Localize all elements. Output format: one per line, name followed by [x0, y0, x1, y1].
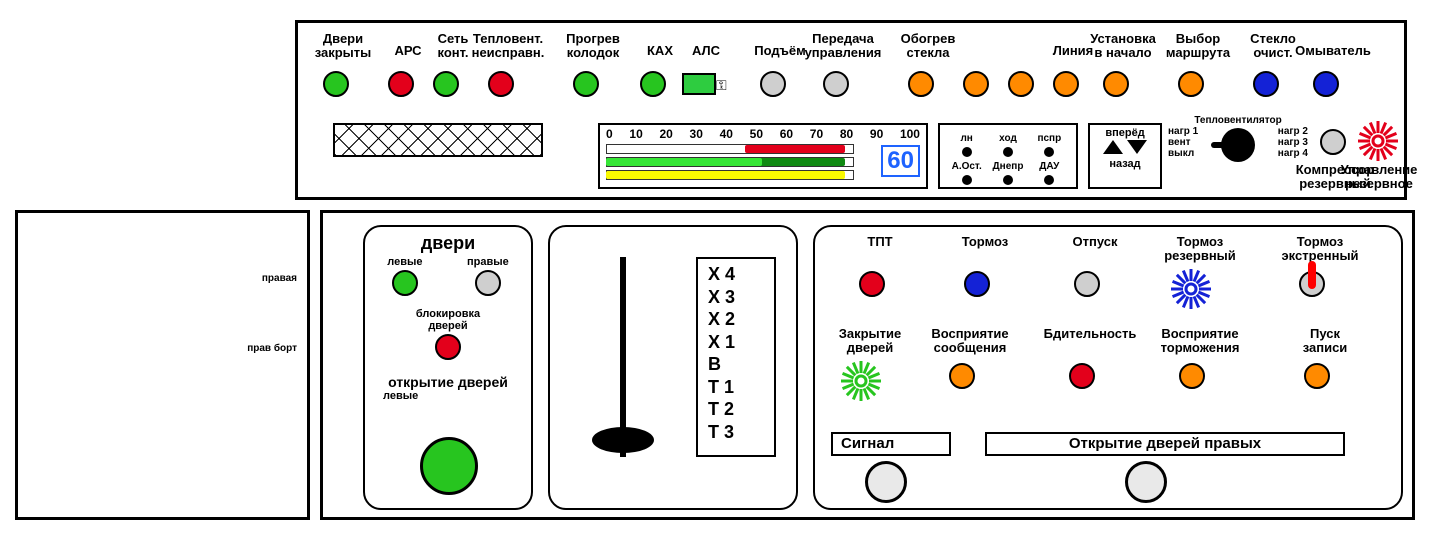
indicator-light[interactable] [1008, 71, 1034, 97]
top-label: Тепловент. неисправн. [468, 32, 548, 59]
doors-left-light[interactable] [392, 270, 418, 296]
brake-button[interactable] [1074, 271, 1100, 297]
vent-grille [333, 123, 543, 157]
indicator-light[interactable] [1253, 71, 1279, 97]
emergency-brake-toggle[interactable] [1308, 261, 1316, 289]
top-panel: Двери закрытыАРССеть конт.Тепловент. неи… [295, 20, 1407, 200]
open-right-doors-box[interactable]: Открытие дверей правых [985, 432, 1345, 456]
signal-label: Сигнал [841, 435, 894, 452]
speed-value: 60 [881, 145, 920, 177]
brake-label: Закрытие дверей [815, 327, 925, 354]
side-right-label: правая [262, 273, 297, 284]
brake-label: Тормоз [930, 235, 1040, 249]
indicator-light[interactable] [1313, 71, 1339, 97]
brake-label: Тормоз экстренный [1265, 235, 1375, 262]
top-label: Омыватель [1293, 44, 1373, 58]
indicator-light[interactable] [908, 71, 934, 97]
speed-meter: 0102030405060708090100 60 [598, 123, 928, 189]
top-label: Передача управления [803, 32, 883, 59]
main-lower-panel: двери левые правые блокировка дверей отк… [320, 210, 1415, 520]
side-board-label: прав борт [247, 343, 297, 354]
indicator-light[interactable] [963, 71, 989, 97]
brake-label: ТПТ [825, 235, 935, 249]
doors-left-label: левые [387, 256, 422, 268]
brake-label: Отпуск [1040, 235, 1150, 249]
indicator-light[interactable] [1053, 71, 1079, 97]
compressor-light[interactable] [1320, 129, 1346, 155]
open-doors-left-button[interactable] [420, 437, 478, 495]
brake-label: Восприятие торможения [1145, 327, 1255, 354]
indicator-light[interactable] [433, 71, 459, 97]
burst-button[interactable] [839, 359, 883, 403]
signal-button[interactable] [865, 461, 907, 503]
controller-lever-panel: Х 4Х 3Х 2Х 1ВТ 1Т 2Т 3 [548, 225, 798, 510]
back-label: назад [1090, 158, 1160, 170]
indicator-light[interactable] [323, 71, 349, 97]
open-right-doors-button[interactable] [1125, 461, 1167, 503]
brake-panel: Сигнал Открытие дверей правых ТПТТормозО… [813, 225, 1403, 510]
doors-right-label: правые [467, 256, 509, 268]
als-keyslot[interactable] [682, 73, 716, 95]
doors-title: двери [365, 233, 531, 254]
forward-label: вперёд [1090, 127, 1160, 139]
doors-lock-label: блокировка дверей [365, 308, 531, 332]
left-side-panel: правая прав борт [15, 210, 310, 520]
indicator-light[interactable] [760, 71, 786, 97]
lever-handle[interactable] [592, 427, 654, 453]
top-label: АЛС [666, 44, 746, 58]
brake-button[interactable] [949, 363, 975, 389]
doors-panel: двери левые правые блокировка дверей отк… [363, 225, 533, 510]
top-label: Выбор маршрута [1158, 32, 1238, 59]
top-label: Установка в начало [1083, 32, 1163, 59]
brake-button[interactable] [1179, 363, 1205, 389]
key-icon: ⚿ [716, 77, 727, 94]
indicator-light[interactable] [823, 71, 849, 97]
brake-button[interactable] [964, 271, 990, 297]
doors-lock-button[interactable] [435, 334, 461, 360]
indicator-light[interactable] [573, 71, 599, 97]
top-label: Обогрев стекла [888, 32, 968, 59]
doors-open-label: открытие дверей [365, 374, 531, 390]
indicator-light[interactable] [1178, 71, 1204, 97]
signal-box[interactable]: Сигнал [831, 432, 951, 456]
brake-label: Пуск записи [1270, 327, 1380, 354]
open-right-label: Открытие дверей правых [1069, 435, 1261, 452]
reserve-label: Управление резервное [1338, 163, 1420, 190]
indicator-light[interactable] [640, 71, 666, 97]
indicator-light[interactable] [1103, 71, 1129, 97]
doors-open-left-label: левые [383, 390, 531, 402]
heater-title: Тепловентилятор [1168, 115, 1308, 126]
indicator-grid: лнходпспр А.Ост.ДнепрДАУ [938, 123, 1078, 189]
reserve-control-icon[interactable] [1356, 119, 1400, 163]
doors-right-light[interactable] [475, 270, 501, 296]
indicator-light[interactable] [388, 71, 414, 97]
indicator-light[interactable] [488, 71, 514, 97]
brake-button[interactable] [859, 271, 885, 297]
direction-switch[interactable]: вперёд назад [1088, 123, 1162, 189]
brake-button[interactable] [1069, 363, 1095, 389]
lever-scale: Х 4Х 3Х 2Х 1ВТ 1Т 2Т 3 [696, 257, 776, 457]
burst-button[interactable] [1169, 267, 1213, 311]
brake-label: Бдительность [1035, 327, 1145, 341]
heater-knob[interactable]: Тепловентилятор нагр 1вентвыкл нагр 2наг… [1168, 115, 1308, 193]
brake-label: Восприятие сообщения [915, 327, 1025, 354]
brake-label: Тормоз резервный [1145, 235, 1255, 262]
brake-button[interactable] [1304, 363, 1330, 389]
